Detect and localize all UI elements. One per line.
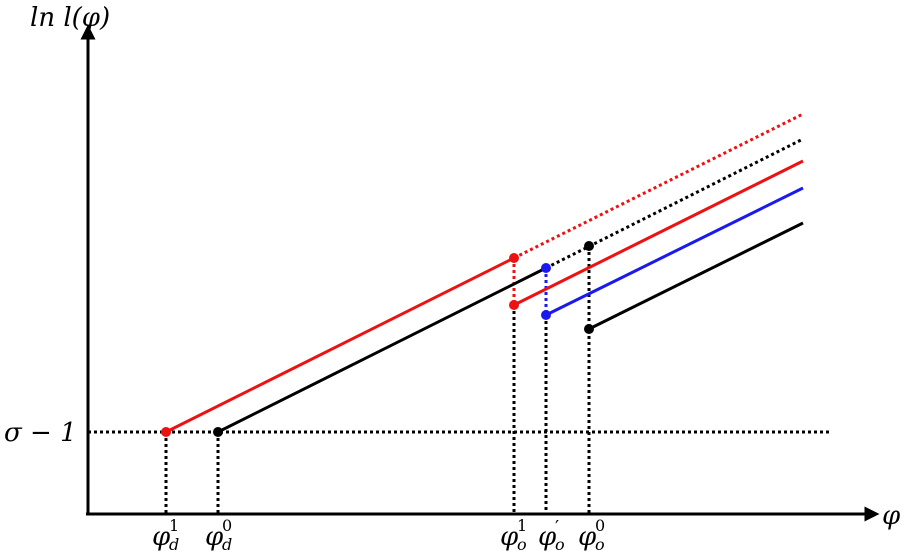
tick-base: φ [205,522,224,552]
sigma-label: σ − 1 [4,418,77,448]
black-export-line [588,221,804,331]
tick-base: φ [500,522,519,552]
dot-red-upper [509,253,519,263]
dot-red-lower [509,300,519,310]
tick-sub: d [169,535,179,553]
tick-sup: 0 [222,516,232,535]
dot-black-upper [584,241,594,251]
black-dotted-extension [545,137,804,270]
tick-phi-o-prime: φ o ′ [538,517,565,553]
tick-sup: 0 [595,516,605,535]
red-export-line [513,159,804,307]
tick-sup: 1 [169,516,179,535]
y-axis-label: ln l(φ) [30,3,110,33]
x-axis-label: φ [882,501,901,531]
dot-black-lower [584,324,594,334]
red-dotted-extension [513,112,804,260]
tick-sub: o [595,535,605,553]
blue-export-line [545,186,804,317]
black-domestic-line [217,266,547,434]
tick-phi-d-0: φ d 0 [205,516,232,553]
tick-base: φ [578,522,597,552]
tick-base: φ [538,522,557,552]
tick-sup: 1 [517,516,527,535]
tick-base: φ [152,522,171,552]
tick-sup: ′ [555,517,559,538]
red-domestic-line [165,256,515,434]
dot-black-phi-d-0 [213,427,223,437]
tick-phi-o-0: φ o 0 [578,516,605,553]
dot-blue-lower [541,310,551,320]
tick-sub: o [517,535,527,553]
tick-sub: o [555,535,565,553]
dot-blue-upper [541,263,551,273]
tick-phi-d-1: φ d 1 [152,516,179,553]
tick-phi-o-1: φ o 1 [500,516,527,553]
tick-sub: d [222,535,232,553]
dot-red-phi-d-1 [161,427,171,437]
